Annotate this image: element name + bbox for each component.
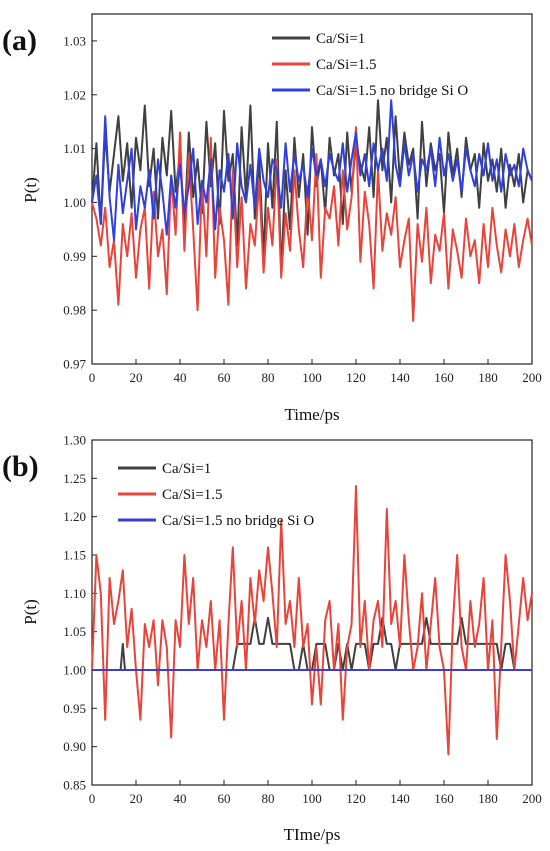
panel-label-a: (a) bbox=[2, 24, 37, 57]
x-tick-label-a-3: 60 bbox=[218, 370, 231, 385]
panel-b: (b) 0 20 40 60 80 100 120 140 160 180 2000.850.900… bbox=[2, 433, 542, 845]
y-tick-label-a-0: 0.97 bbox=[63, 357, 86, 372]
y-axis-title-b: P(t) bbox=[21, 599, 40, 625]
y-tick-label-b-5: 1.10 bbox=[63, 586, 86, 601]
y-tick-label-b-0: 0.85 bbox=[63, 778, 86, 793]
x-tick-label-a-9: 180 bbox=[478, 370, 498, 385]
y-tick-label-a-5: 1.02 bbox=[63, 87, 86, 102]
y-tick-label-a-3: 1.00 bbox=[63, 195, 86, 210]
x-tick-label-a-5: 100 bbox=[302, 370, 322, 385]
y-tick-label-a-1: 0.98 bbox=[63, 303, 86, 318]
series-line-b-1 bbox=[91, 485, 533, 756]
x-tick-label-b-8: 160 bbox=[434, 791, 454, 806]
x-axis-title-b: TIme/ps bbox=[284, 825, 341, 844]
x-tick-label-b-4: 80 bbox=[262, 791, 275, 806]
x-tick-label-a-7: 140 bbox=[390, 370, 410, 385]
x-tick-label-a-10: 200 bbox=[522, 370, 542, 385]
x-tick-label-a-2: 40 bbox=[174, 370, 187, 385]
legend-label-b-2: Ca/Si=1.5 no bridge Si O bbox=[162, 513, 314, 529]
x-tick-label-a-8: 160 bbox=[434, 370, 454, 385]
x-tick-label-b-3: 60 bbox=[218, 791, 231, 806]
legend-label-a-2: Ca/Si=1.5 no bridge Si O bbox=[316, 83, 468, 99]
y-tick-label-b-6: 1.15 bbox=[63, 548, 86, 563]
panel-label-b: (b) bbox=[2, 450, 39, 483]
x-tick-label-b-1: 20 bbox=[130, 791, 143, 806]
x-tick-label-b-10: 200 bbox=[522, 791, 542, 806]
y-tick-label-b-8: 1.25 bbox=[63, 471, 86, 486]
y-tick-label-a-6: 1.03 bbox=[63, 33, 86, 48]
y-tick-label-b-1: 0.90 bbox=[63, 739, 86, 754]
axis-ticks-a: 0 20 40 60 80 100 120 140 160 180 200 0.97 0.98 0.99 1… bbox=[63, 33, 542, 385]
legend-label-a-0: Ca/Si=1 bbox=[316, 31, 365, 47]
x-tick-label-a-1: 20 bbox=[130, 370, 143, 385]
y-tick-label-b-9: 1.30 bbox=[63, 433, 86, 448]
y-tick-label-b-2: 0.95 bbox=[63, 701, 86, 716]
y-tick-label-a-2: 0.99 bbox=[63, 249, 86, 264]
legend-label-b-0: Ca/Si=1 bbox=[162, 461, 211, 477]
axis-ticks-b: 0 20 40 60 80 100 120 140 160 180 200 0.85 0.90 0.95 1… bbox=[63, 433, 542, 807]
x-axis-title-a: Time/ps bbox=[284, 405, 339, 424]
x-tick-label-b-5: 100 bbox=[302, 791, 322, 806]
x-tick-label-a-4: 80 bbox=[262, 370, 275, 385]
plot-frame-a bbox=[91, 13, 533, 365]
x-tick-label-b-0: 0 bbox=[89, 791, 96, 806]
legend-b: Ca/Si=1 Ca/Si=1.5 Ca/Si=1.5 no bridge Si O bbox=[118, 461, 314, 529]
panel-a: (a) 0 20 40 60 80 100 120 140 160 180 2000.970.980… bbox=[2, 13, 542, 424]
legend-a: Ca/Si=1 Ca/Si=1.5 Ca/Si=1.5 no bridge Si O bbox=[272, 31, 468, 99]
x-tick-label-b-6: 120 bbox=[346, 791, 366, 806]
series-line-a-2 bbox=[91, 99, 533, 242]
y-tick-label-b-3: 1.00 bbox=[63, 663, 86, 678]
y-axis-title-a: P(t) bbox=[21, 177, 40, 203]
plot-frame-b bbox=[91, 439, 533, 786]
y-tick-label-b-7: 1.20 bbox=[63, 509, 86, 524]
x-tick-label-b-2: 40 bbox=[174, 791, 187, 806]
legend-label-b-1: Ca/Si=1.5 bbox=[162, 487, 223, 503]
x-tick-label-a-6: 120 bbox=[346, 370, 366, 385]
x-tick-label-b-7: 140 bbox=[390, 791, 410, 806]
legend-label-a-1: Ca/Si=1.5 bbox=[316, 57, 377, 73]
series-lines-a bbox=[91, 99, 533, 322]
series-lines-b bbox=[91, 485, 533, 756]
x-tick-label-a-0: 0 bbox=[89, 370, 96, 385]
x-tick-label-b-9: 180 bbox=[478, 791, 498, 806]
y-tick-label-b-4: 1.05 bbox=[63, 624, 86, 639]
y-tick-label-a-4: 1.01 bbox=[63, 141, 86, 156]
series-line-a-1 bbox=[91, 126, 533, 322]
